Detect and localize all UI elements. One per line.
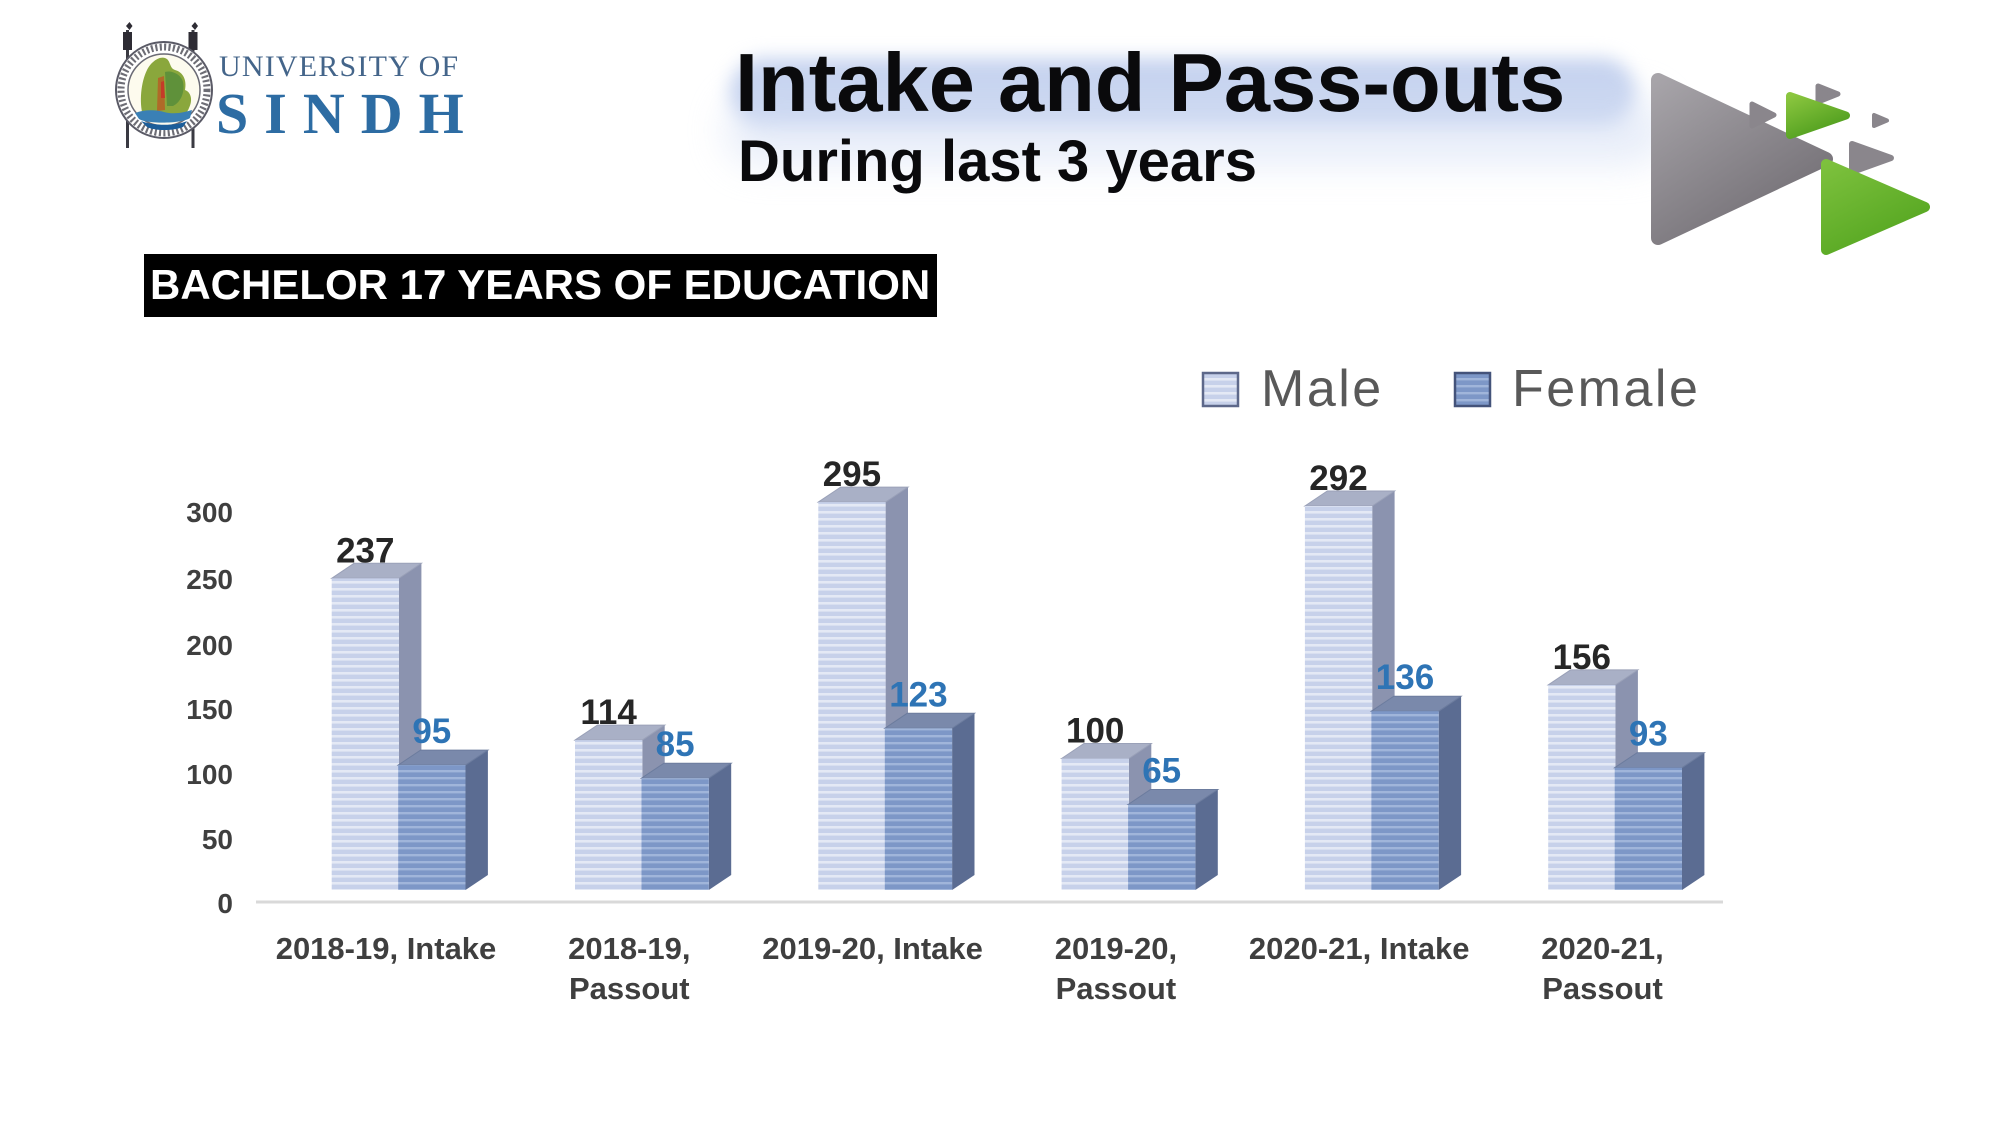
svg-text:292: 292 bbox=[1309, 459, 1367, 498]
svg-text:295: 295 bbox=[823, 455, 881, 494]
svg-text:123: 123 bbox=[889, 675, 947, 714]
svg-text:Female: Female bbox=[1512, 360, 1700, 418]
svg-text:Passout: Passout bbox=[1056, 971, 1177, 1006]
svg-text:65: 65 bbox=[1142, 752, 1181, 791]
svg-text:0: 0 bbox=[217, 888, 233, 919]
svg-text:100: 100 bbox=[186, 759, 233, 790]
svg-text:150: 150 bbox=[186, 694, 233, 725]
svg-text:Male: Male bbox=[1261, 360, 1384, 418]
svg-text:85: 85 bbox=[656, 725, 695, 764]
svg-text:250: 250 bbox=[186, 564, 233, 595]
svg-text:100: 100 bbox=[1066, 712, 1124, 751]
svg-text:156: 156 bbox=[1553, 638, 1611, 677]
svg-text:136: 136 bbox=[1376, 658, 1434, 697]
svg-text:Passout: Passout bbox=[1542, 971, 1663, 1006]
svg-text:2018-19,: 2018-19, bbox=[568, 931, 690, 966]
svg-text:Passout: Passout bbox=[569, 971, 690, 1006]
svg-text:200: 200 bbox=[186, 630, 233, 661]
svg-text:300: 300 bbox=[186, 497, 233, 528]
svg-text:93: 93 bbox=[1629, 715, 1668, 754]
svg-text:114: 114 bbox=[580, 693, 637, 732]
svg-text:95: 95 bbox=[412, 712, 451, 751]
svg-text:2018-19, Intake: 2018-19, Intake bbox=[276, 931, 497, 966]
svg-text:50: 50 bbox=[202, 824, 233, 855]
svg-text:2020-21,: 2020-21, bbox=[1541, 931, 1663, 966]
svg-text:2019-20,: 2019-20, bbox=[1055, 931, 1177, 966]
svg-text:237: 237 bbox=[336, 531, 394, 570]
svg-text:2019-20, Intake: 2019-20, Intake bbox=[762, 931, 983, 966]
svg-text:2020-21, Intake: 2020-21, Intake bbox=[1249, 931, 1470, 966]
